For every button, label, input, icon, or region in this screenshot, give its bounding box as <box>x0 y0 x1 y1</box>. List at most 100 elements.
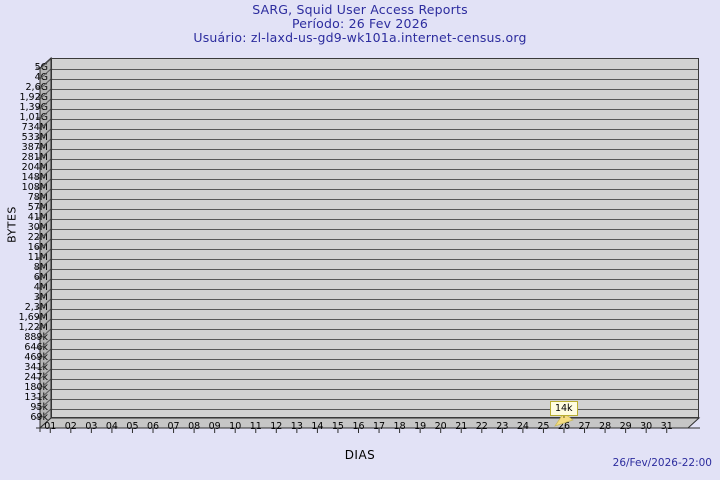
y-axis-tick-label: 469k <box>24 352 48 363</box>
gridline <box>52 369 698 370</box>
y-axis-tick-label: 1,39G <box>19 102 48 113</box>
gridline <box>52 69 698 70</box>
page-title: SARG, Squid User Access Reports <box>252 2 468 17</box>
gridline <box>52 359 698 360</box>
x-axis-tick-label: 21 <box>455 421 468 432</box>
y-axis-tick-label: 1,22M <box>18 322 48 333</box>
gridline <box>52 239 698 240</box>
plot-face <box>51 58 699 418</box>
gridline <box>52 189 698 190</box>
x-axis-tick-label: 08 <box>188 421 201 432</box>
gridline <box>52 89 698 90</box>
y-axis-tick-label: 889k <box>24 332 48 343</box>
gridline <box>52 259 698 260</box>
x-axis-tick-label: 06 <box>146 421 160 432</box>
gridline <box>52 199 698 200</box>
gridline <box>52 379 698 380</box>
y-axis-title: BYTES <box>5 206 19 243</box>
y-axis-tick-label: 6M <box>33 272 48 283</box>
x-axis-tick-label: 31 <box>660 421 673 432</box>
x-axis-tick-label: 15 <box>331 421 344 432</box>
gridline <box>52 289 698 290</box>
x-axis-tick-label: 02 <box>64 421 77 432</box>
x-axis-tick-label: 03 <box>85 421 98 432</box>
y-axis-tick-label: 5G <box>34 62 48 73</box>
y-axis-tick-label: 131k <box>24 392 48 403</box>
report-header: SARG, Squid User Access Reports Período:… <box>0 3 720 45</box>
y-axis-tick-label: 180k <box>24 382 48 393</box>
x-axis-tick-label: 23 <box>496 421 509 432</box>
x-axis-tick-label: 25 <box>537 421 550 432</box>
gridline <box>52 229 698 230</box>
x-axis-labels: 01 02 03 04 05 06 07 08 09 10 11 12 13 14 15 16 17 18 19 20… <box>0 421 720 437</box>
y-axis-tick-label: 1,92G <box>19 92 48 103</box>
y-axis-tick-label: 108M <box>21 182 48 193</box>
gridline <box>52 249 698 250</box>
gridline <box>52 129 698 130</box>
y-axis-tick-label: 95k <box>30 402 48 413</box>
generated-timestamp: 26/Fev/2026-22:00 <box>612 457 712 469</box>
gridline <box>52 209 698 210</box>
x-axis-tick-label: 26 <box>557 421 571 432</box>
x-axis-tick-label: 12 <box>270 421 283 432</box>
x-axis-tick-label: 29 <box>619 421 632 432</box>
x-axis-tick-label: 20 <box>434 421 447 432</box>
y-axis-tick-label: 2,3M <box>24 302 48 313</box>
x-axis-tick-label: 07 <box>167 421 180 432</box>
gridline <box>52 309 698 310</box>
x-axis-tick-label: 18 <box>393 421 406 432</box>
y-axis-tick-label: 4M <box>33 282 48 293</box>
y-axis-tick-label: 3M <box>33 292 48 303</box>
gridline <box>52 109 698 110</box>
x-axis-tick-label: 28 <box>599 421 612 432</box>
x-axis-tick-label: 16 <box>352 421 365 432</box>
gridline <box>52 169 698 170</box>
gridline <box>52 389 698 390</box>
x-axis-tick-label: 05 <box>126 421 139 432</box>
gridline <box>52 99 698 100</box>
gridline <box>52 279 698 280</box>
y-axis-tick-label: 281M <box>21 152 48 163</box>
gridline <box>52 349 698 350</box>
x-axis-tick-label: 01 <box>44 421 57 432</box>
gridline <box>52 299 698 300</box>
x-axis-tick-label: 19 <box>414 421 427 432</box>
x-axis-tick-label: 14 <box>311 421 324 432</box>
gridline <box>52 269 698 270</box>
y-axis-tick-label: 204M <box>21 162 48 173</box>
y-axis-tick-label: 341k <box>24 362 48 373</box>
x-axis-tick-label: 10 <box>229 421 242 432</box>
y-axis-tick-label: 387M <box>21 142 48 153</box>
data-point-value-label: 14k <box>549 401 578 416</box>
x-axis-tick-label: 22 <box>475 421 488 432</box>
y-axis-tick-label: 247k <box>24 372 48 383</box>
y-axis-tick-label: 4G <box>34 72 48 83</box>
y-axis-tick-label: 533M <box>21 132 48 143</box>
x-axis-tick-label: 27 <box>578 421 591 432</box>
x-axis-title: DIAS <box>344 448 376 462</box>
y-axis-tick-label: 8M <box>33 262 48 273</box>
y-axis-tick-label: 2,6G <box>25 82 48 93</box>
x-axis-tick-label: 11 <box>249 421 262 432</box>
gridline <box>52 339 698 340</box>
x-axis-tick-label: 17 <box>373 421 386 432</box>
x-axis-tick-label: 13 <box>290 421 303 432</box>
gridline <box>52 79 698 80</box>
gridline <box>52 219 698 220</box>
gridline <box>52 119 698 120</box>
period-label: Período: 26 Fev 2026 <box>291 16 429 31</box>
x-axis-tick-label: 30 <box>640 421 653 432</box>
y-axis-tick-label: 734M <box>21 122 48 133</box>
x-axis-tick-label: 24 <box>516 421 529 432</box>
x-axis-tick-label: 09 <box>208 421 221 432</box>
gridline <box>52 179 698 180</box>
y-axis-tick-label: 1,01G <box>19 112 48 123</box>
y-axis-tick-label: 646k <box>24 342 48 353</box>
gridline <box>52 409 698 410</box>
gridline <box>52 329 698 330</box>
x-axis-tick-label: 04 <box>105 421 118 432</box>
y-axis-tick-label: 1,69M <box>18 312 48 323</box>
gridline <box>52 149 698 150</box>
